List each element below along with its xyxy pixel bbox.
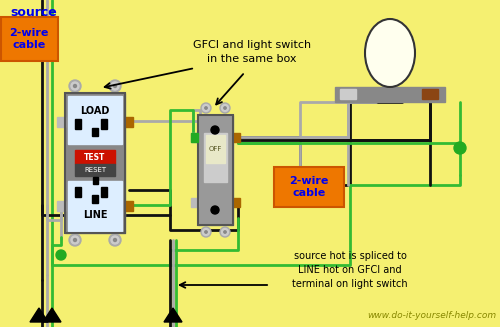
- Circle shape: [202, 229, 209, 235]
- Circle shape: [201, 227, 211, 237]
- Bar: [191, 133, 198, 142]
- Text: TEST: TEST: [84, 152, 105, 162]
- Text: GFCI and light switch
in the same box: GFCI and light switch in the same box: [193, 41, 311, 63]
- Circle shape: [202, 105, 209, 112]
- Bar: [101, 187, 107, 197]
- Circle shape: [220, 227, 230, 237]
- Circle shape: [201, 103, 211, 113]
- Bar: [57, 117, 65, 127]
- Bar: [125, 117, 133, 127]
- Polygon shape: [30, 308, 48, 322]
- Text: www.do-it-yourself-help.com: www.do-it-yourself-help.com: [367, 311, 496, 320]
- Bar: [233, 198, 240, 207]
- Bar: [206, 135, 225, 163]
- Circle shape: [69, 234, 81, 246]
- Circle shape: [74, 238, 76, 242]
- Text: 2-wire
cable: 2-wire cable: [10, 28, 48, 50]
- Bar: [233, 133, 240, 142]
- Circle shape: [205, 107, 207, 109]
- Circle shape: [114, 84, 116, 88]
- Circle shape: [71, 82, 79, 90]
- Circle shape: [109, 80, 121, 92]
- Circle shape: [71, 236, 79, 244]
- Bar: [68, 96, 122, 144]
- Circle shape: [454, 142, 466, 154]
- Bar: [191, 198, 198, 207]
- Bar: [75, 150, 115, 164]
- Bar: [75, 164, 115, 176]
- Bar: [204, 133, 227, 182]
- Text: source: source: [10, 6, 57, 19]
- Circle shape: [111, 82, 119, 90]
- Bar: [422, 89, 438, 99]
- Bar: [93, 177, 98, 184]
- Bar: [198, 115, 233, 225]
- Ellipse shape: [365, 19, 415, 87]
- Bar: [191, 133, 198, 142]
- Circle shape: [222, 105, 228, 112]
- Bar: [75, 119, 81, 129]
- Text: LOAD: LOAD: [80, 106, 110, 116]
- Circle shape: [224, 107, 226, 109]
- Polygon shape: [164, 308, 182, 322]
- Text: LINE: LINE: [83, 210, 107, 220]
- Circle shape: [56, 250, 66, 260]
- Bar: [92, 128, 98, 136]
- Bar: [101, 119, 107, 129]
- Bar: [65, 93, 125, 233]
- Bar: [340, 89, 356, 99]
- Circle shape: [69, 80, 81, 92]
- FancyBboxPatch shape: [1, 17, 58, 61]
- Circle shape: [220, 103, 230, 113]
- Bar: [92, 195, 98, 203]
- Circle shape: [111, 236, 119, 244]
- Text: source hot is spliced to
LINE hot on GFCI and
terminal on light switch: source hot is spliced to LINE hot on GFC…: [292, 251, 408, 289]
- Text: RESET: RESET: [84, 167, 106, 173]
- Bar: [65, 93, 125, 233]
- Bar: [125, 201, 133, 211]
- Text: 2-wire
cable: 2-wire cable: [290, 176, 329, 198]
- FancyBboxPatch shape: [274, 167, 344, 207]
- Circle shape: [109, 234, 121, 246]
- Bar: [335, 87, 445, 102]
- Circle shape: [224, 231, 226, 233]
- Circle shape: [222, 229, 228, 235]
- Circle shape: [74, 84, 76, 88]
- Bar: [198, 115, 233, 225]
- Circle shape: [211, 206, 219, 214]
- Bar: [68, 181, 122, 231]
- Circle shape: [211, 126, 219, 134]
- Bar: [75, 187, 81, 197]
- Text: OFF: OFF: [209, 146, 222, 152]
- Circle shape: [114, 238, 116, 242]
- Bar: [57, 201, 65, 211]
- Circle shape: [205, 231, 207, 233]
- Polygon shape: [43, 308, 61, 322]
